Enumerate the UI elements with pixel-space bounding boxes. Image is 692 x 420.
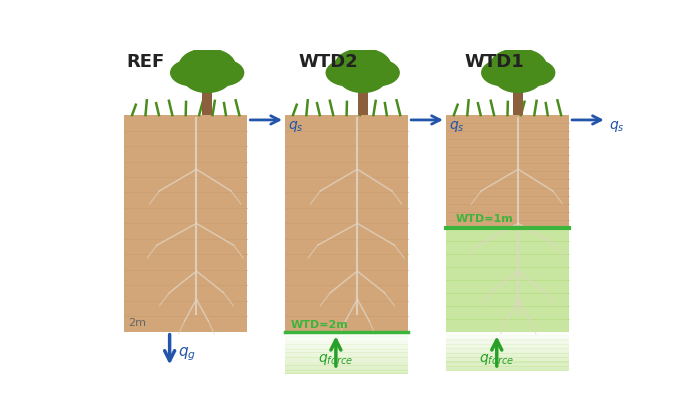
Circle shape — [171, 60, 214, 86]
Bar — [446, 339, 570, 341]
Bar — [285, 375, 408, 377]
Bar — [446, 364, 570, 365]
Bar — [446, 342, 570, 344]
Text: $q_g$: $q_g$ — [178, 346, 196, 363]
Bar — [285, 372, 408, 374]
Bar — [285, 373, 408, 375]
Bar — [446, 359, 570, 360]
Bar — [202, 84, 212, 115]
Bar — [285, 348, 408, 349]
Bar — [446, 369, 570, 370]
Bar — [285, 336, 408, 338]
Bar — [285, 344, 408, 346]
Circle shape — [340, 65, 385, 92]
Bar — [446, 115, 570, 228]
Bar — [446, 338, 570, 339]
Bar — [285, 354, 408, 356]
Text: $q_{force}$: $q_{force}$ — [480, 352, 514, 367]
Bar — [446, 331, 570, 333]
Circle shape — [356, 60, 399, 86]
Bar — [446, 362, 570, 364]
Bar — [446, 346, 570, 347]
Bar — [285, 362, 408, 364]
Bar — [446, 360, 570, 362]
Bar — [285, 360, 408, 362]
Text: WTD=1m: WTD=1m — [455, 214, 513, 224]
Text: $q_s$: $q_s$ — [448, 119, 464, 134]
Bar — [124, 115, 248, 332]
Text: WTD1: WTD1 — [464, 52, 525, 71]
Bar — [285, 331, 408, 333]
Bar — [446, 357, 570, 359]
Text: $q_s$: $q_s$ — [610, 119, 625, 134]
Bar — [446, 348, 570, 350]
Bar — [285, 370, 408, 372]
Text: WTD=2m: WTD=2m — [291, 320, 348, 330]
Bar — [446, 341, 570, 342]
Text: 2m: 2m — [128, 318, 146, 328]
Bar — [446, 335, 570, 337]
Bar — [446, 333, 570, 334]
Bar — [285, 365, 408, 368]
Bar — [285, 356, 408, 357]
Bar — [285, 343, 408, 345]
Bar — [446, 228, 570, 332]
Circle shape — [201, 60, 244, 86]
Bar — [285, 351, 408, 353]
Bar — [285, 346, 408, 348]
Circle shape — [482, 60, 525, 86]
Bar — [285, 335, 408, 336]
Bar — [285, 341, 408, 343]
Circle shape — [179, 49, 235, 82]
Bar — [446, 353, 570, 355]
Bar — [446, 347, 570, 349]
Bar — [446, 355, 570, 356]
Circle shape — [326, 60, 369, 86]
Bar — [446, 361, 570, 363]
Text: $q_s$: $q_s$ — [288, 119, 303, 134]
Bar — [285, 352, 408, 354]
Bar — [285, 349, 408, 351]
Bar — [285, 339, 408, 341]
Bar — [513, 84, 523, 115]
Bar — [446, 349, 570, 351]
Bar — [446, 356, 570, 357]
Bar — [446, 351, 570, 352]
Bar — [285, 364, 408, 366]
Circle shape — [335, 49, 390, 82]
Bar — [446, 365, 570, 367]
Bar — [285, 369, 408, 370]
Bar — [285, 115, 408, 332]
Circle shape — [512, 60, 555, 86]
Text: REF: REF — [127, 52, 165, 71]
Bar — [446, 344, 570, 346]
Circle shape — [491, 49, 546, 82]
Bar — [446, 352, 570, 354]
Bar — [446, 343, 570, 345]
Bar — [285, 338, 408, 340]
Bar — [285, 333, 408, 335]
Bar — [285, 377, 408, 379]
Bar — [446, 368, 570, 369]
Bar — [285, 378, 408, 380]
Bar — [446, 366, 570, 368]
Circle shape — [184, 65, 230, 92]
Text: $q_{force}$: $q_{force}$ — [318, 352, 354, 367]
Text: WTD2: WTD2 — [298, 52, 358, 71]
Bar — [446, 336, 570, 338]
Bar — [285, 367, 408, 369]
Bar — [285, 357, 408, 359]
Bar — [446, 334, 570, 336]
Circle shape — [495, 65, 541, 92]
Bar — [285, 359, 408, 361]
Bar — [358, 84, 367, 115]
